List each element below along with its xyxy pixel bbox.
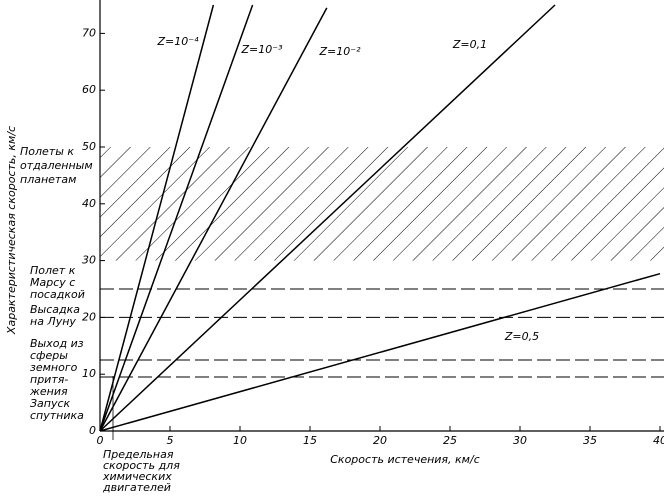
x-axis-label: Скорость истечения, км/с bbox=[330, 453, 480, 466]
x-tick-label: 30 bbox=[513, 434, 527, 447]
y-tick-label: 70 bbox=[82, 26, 96, 39]
x-tick-label: 25 bbox=[443, 434, 457, 447]
y-tick-label: 10 bbox=[82, 367, 96, 380]
x-tick-label: 5 bbox=[167, 434, 174, 447]
x-tick-label: 35 bbox=[583, 434, 597, 447]
series-line bbox=[99, 4, 215, 432]
y-tick-label: 30 bbox=[82, 254, 96, 267]
note-label: химических bbox=[102, 470, 172, 483]
x-tick-label: 0 bbox=[97, 434, 104, 447]
x-tick-label: 40 bbox=[653, 434, 664, 447]
note-label: скорость для bbox=[103, 459, 180, 472]
x-tick-label: 20 bbox=[373, 434, 387, 447]
level-label: спутника bbox=[30, 409, 84, 422]
note-label: двигателей bbox=[102, 481, 171, 493]
hatched-band bbox=[100, 147, 664, 261]
series-line bbox=[99, 4, 556, 432]
level-label: посадкой bbox=[30, 288, 85, 301]
y-tick-label: 60 bbox=[82, 83, 96, 96]
band-label: Полеты к bbox=[20, 145, 74, 158]
x-tick-label: 10 bbox=[233, 434, 247, 447]
band-label: планетам bbox=[20, 173, 76, 186]
level-label: на Луну bbox=[30, 315, 76, 328]
y-tick-label: 20 bbox=[82, 310, 96, 323]
level-label: притя- bbox=[30, 373, 68, 386]
level-label: Марсу с bbox=[30, 276, 75, 289]
y-tick-label: 40 bbox=[82, 197, 96, 210]
series-label: Z=10⁻³ bbox=[241, 43, 284, 56]
series-line bbox=[99, 272, 661, 432]
series-line bbox=[99, 7, 328, 432]
series-line bbox=[99, 4, 254, 432]
level-label: Высадка bbox=[30, 303, 80, 316]
y-axis-label: Характеристическая скорость, км/с bbox=[5, 126, 18, 335]
level-label: сферы bbox=[30, 349, 68, 362]
x-tick-label: 15 bbox=[303, 434, 317, 447]
y-tick-label: 0 bbox=[89, 424, 96, 437]
series-label: Z=0,1 bbox=[452, 38, 487, 51]
note-label: Предельная bbox=[103, 448, 174, 461]
level-label: земного bbox=[30, 361, 78, 374]
level-label: Запуск bbox=[30, 397, 71, 410]
series-label: Z=10⁻⁴ bbox=[157, 35, 200, 48]
level-label: жения bbox=[29, 385, 68, 398]
level-label: Выход из bbox=[30, 337, 84, 350]
series-label: Z=0,5 bbox=[504, 330, 539, 343]
level-label: Полет к bbox=[30, 264, 76, 277]
band-label: отдаленным bbox=[20, 159, 93, 172]
series-label: Z=10⁻² bbox=[319, 45, 362, 58]
y-tick-label: 50 bbox=[82, 140, 96, 153]
